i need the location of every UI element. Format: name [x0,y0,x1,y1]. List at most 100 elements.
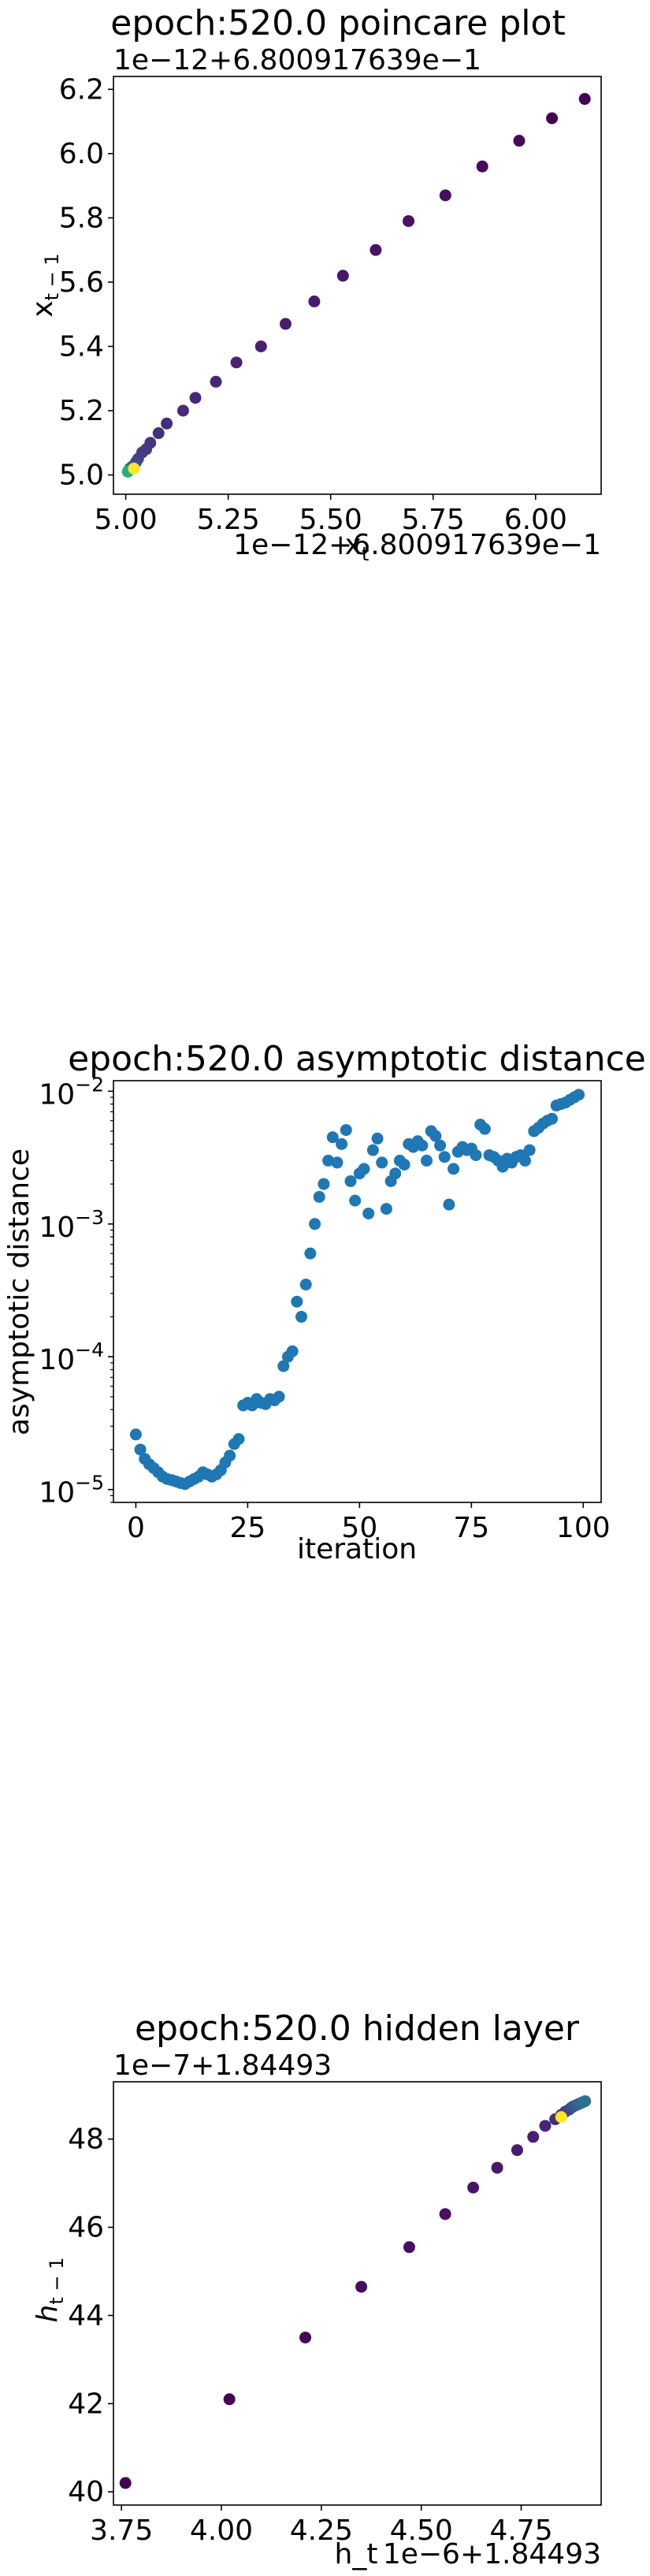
asymptotic-point [340,1124,352,1137]
tick-base: 10 [39,1344,75,1376]
asymptotic-point [376,1156,388,1169]
asymptotic-point [429,1130,442,1142]
hidden-point [467,2181,480,2194]
poincare-y-axis-label: xt − 1 [27,253,63,317]
tick-base: 10 [39,1212,75,1244]
hidden-x-tick-label: 3.75 [90,2515,153,2547]
hidden-point [403,2241,415,2254]
asymptotic-point [299,1279,312,1291]
asymptotic-point [470,1148,482,1161]
asymptotic-point [380,1203,392,1215]
asymptotic-point [232,1433,245,1446]
poincare-y-tick-label: 6.2 [59,73,104,106]
asymptotic-x-axis-label: iteration [297,1533,417,1565]
hidden-y-tick-label: 44 [68,2299,104,2332]
poincare-point [254,340,267,352]
asymptotic-point [438,1151,451,1163]
poincare-point [370,244,382,256]
hidden-point [355,2280,368,2293]
asymptotic-y-tick-label: 10−3 [39,1206,104,1244]
poincare-point [128,462,140,475]
asymptotic-point [331,1156,344,1169]
poincare-y-tick-label: 5.4 [59,330,104,363]
poincare-y-offset-text: 1e−12+6.800917639e−1 [113,44,481,76]
hidden-y-tick-label: 48 [68,2124,104,2156]
asymptotic-point [478,1122,491,1135]
y-label-subscript: t − 1 [41,253,63,300]
poincare-plot-panel: epoch:520.0 poincare plot 1e−12+6.800917… [27,3,602,565]
asymptotic-point [336,1137,348,1150]
asymptotic-point [546,1112,559,1125]
hidden-y-tick-label: 46 [68,2212,104,2244]
hidden-x-tick-label: 4.25 [290,2515,353,2547]
poincare-point [279,318,292,330]
poincare-x-tick-label: 5.75 [402,504,465,536]
asymptotic-point [434,1139,447,1152]
asymptotic-point [349,1194,362,1207]
asymptotic-point [416,1139,429,1152]
poincare-x-axis-label: xt [345,529,370,565]
hidden-layer-panel: epoch:520.0 hidden layer 1e−7+1.84493 3.… [32,2008,602,2570]
hidden-points [119,2095,592,2489]
hidden-point [119,2477,132,2489]
poincare-point [578,93,591,106]
asymptotic-distance-panel: epoch:520.0 asymptotic distance 0 25 50 75 1… [3,1039,646,1565]
hidden-point [539,2120,552,2132]
poincare-plot-title: epoch:520.0 poincare plot [110,3,565,43]
poincare-point [210,375,222,388]
asymptotic-y-tick-label: 10−4 [39,1338,104,1376]
poincare-y-tick-label: 5.6 [59,266,104,299]
asymptotic-point [326,1131,339,1144]
y-label-base: x [27,300,59,317]
poincare-point [513,135,526,147]
poincare-x-tick-label: 5.50 [299,504,362,536]
poincare-point [230,356,243,369]
asymptotic-point [443,1198,455,1211]
tick-exponent: −3 [75,1206,104,1229]
hidden-ticks: 3.75 4.00 4.25 4.50 4.75 40 42 44 46 48 [68,2124,552,2547]
poincare-y-tick-label: 5.0 [59,460,104,492]
hidden-point [491,2161,503,2174]
asymptotic-point [129,1428,142,1441]
hidden-x-label-base: h_t [335,2538,378,2570]
poincare-plot-frame [113,76,602,495]
asymptotic-point [371,1132,384,1145]
asymptotic-point [573,1089,585,1101]
asymptotic-x-tick-label: 100 [556,1512,611,1544]
poincare-x-tick-label: 5.25 [197,504,260,536]
asymptotic-point [362,1207,375,1219]
hidden-x-tick-label: 4.75 [489,2515,552,2547]
asymptotic-point [421,1154,433,1167]
asymptotic-point [398,1158,410,1171]
asymptotic-y-tick-label: 10−2 [39,1073,104,1111]
poincare-point [189,392,202,404]
asymptotic-distance-title: epoch:520.0 asymptotic distance [68,1039,646,1079]
hidden-point [579,2095,592,2108]
hidden-point [223,2393,236,2406]
tick-base: 10 [39,1477,75,1509]
hidden-layer-title: epoch:520.0 hidden layer [135,2008,580,2049]
hidden-x-tick-label: 4.00 [190,2515,253,2547]
poincare-x-offset-text: 1e−12+6.800917639e−1 [233,529,601,561]
hidden-x-tick-label: 4.50 [390,2515,453,2547]
poincare-y-tick-label: 5.2 [59,395,104,427]
asymptotic-points [129,1089,585,1491]
asymptotic-point [313,1190,325,1203]
hidden-y-tick-label: 42 [68,2388,104,2420]
hidden-y-label-base: h [32,2305,64,2323]
hidden-x-axis-label: h_t [335,2538,378,2570]
asymptotic-x-tick-label: 50 [341,1512,377,1544]
poincare-point [403,214,415,227]
asymptotic-x-tick-label: 0 [127,1512,145,1544]
x-label-subscript: t [362,543,369,565]
tick-exponent: −2 [75,1073,104,1096]
asymptotic-point [358,1163,370,1175]
hidden-plot-frame [113,2081,602,2506]
poincare-point [476,160,488,173]
asymptotic-x-tick-label: 75 [453,1512,489,1544]
asymptotic-point [304,1247,317,1260]
poincare-points [121,93,591,478]
asymptotic-y-tick-label: 10−5 [39,1472,104,1509]
